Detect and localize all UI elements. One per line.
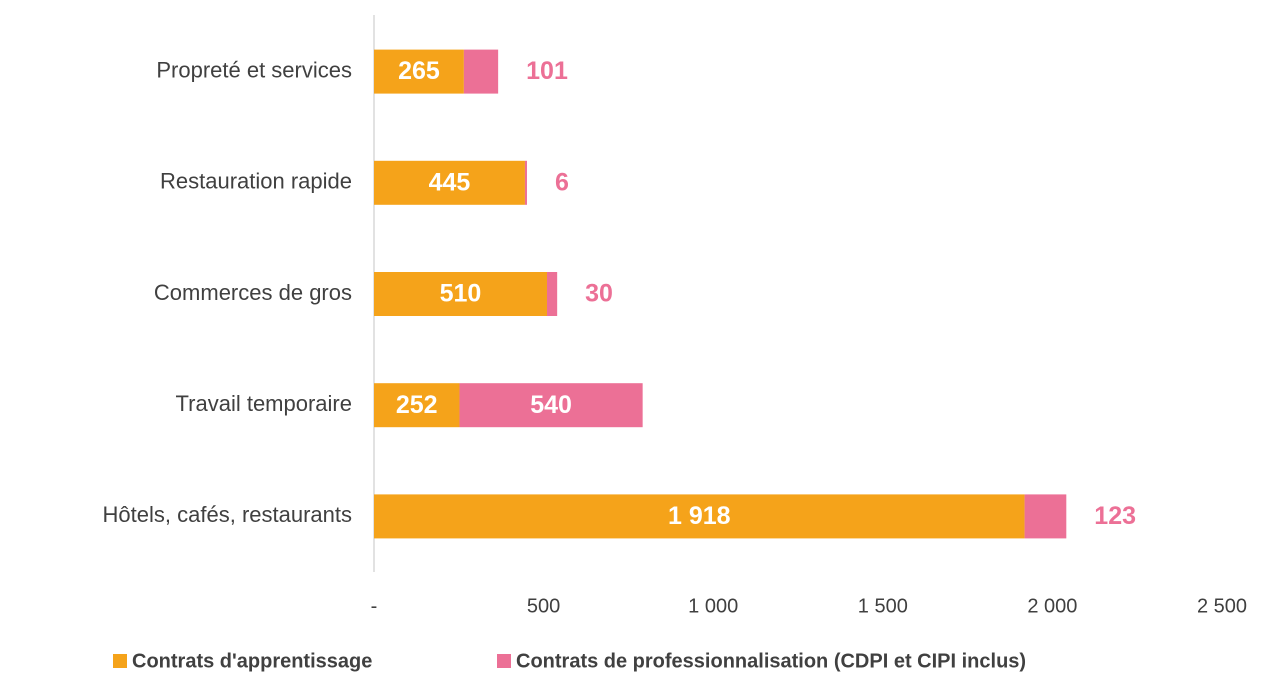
category-label: Propreté et services bbox=[156, 57, 352, 82]
data-label: 1 918 bbox=[668, 502, 731, 530]
legend-swatch bbox=[497, 654, 511, 668]
data-label: 123 bbox=[1094, 502, 1136, 530]
x-tick-label: 1 000 bbox=[688, 595, 738, 617]
legend-label: Contrats de professionnalisation (CDPI e… bbox=[516, 650, 1026, 672]
bar-segment bbox=[463, 49, 499, 94]
data-label: 265 bbox=[398, 57, 440, 85]
x-tick-label: 2 000 bbox=[1027, 595, 1077, 617]
data-label: 510 bbox=[440, 280, 482, 308]
legend-swatch bbox=[113, 654, 127, 668]
category-label: Hôtels, cafés, restaurants bbox=[103, 502, 352, 527]
data-label: 30 bbox=[585, 280, 613, 308]
bar-segment bbox=[374, 49, 464, 94]
bar-segment bbox=[374, 160, 525, 205]
x-tick-label: - bbox=[371, 595, 378, 617]
bar-segment bbox=[524, 160, 527, 205]
x-tick-label: 2 500 bbox=[1197, 595, 1247, 617]
data-label: 445 bbox=[429, 168, 471, 196]
bar-segment bbox=[374, 383, 460, 428]
category-label: Commerces de gros bbox=[154, 280, 352, 305]
legend-label: Contrats d'apprentissage bbox=[132, 650, 372, 672]
category-label: Travail temporaire bbox=[176, 391, 352, 416]
bar-segment bbox=[1024, 494, 1067, 539]
data-label: 252 bbox=[396, 391, 438, 419]
data-label: 101 bbox=[526, 57, 568, 85]
bar-segment bbox=[546, 272, 558, 316]
bar-segment bbox=[374, 272, 547, 316]
data-label: 540 bbox=[530, 391, 572, 419]
category-label: Restauration rapide bbox=[160, 169, 352, 194]
bar-segment bbox=[374, 494, 1025, 539]
x-tick-label: 500 bbox=[527, 595, 560, 617]
x-tick-label: 1 500 bbox=[858, 595, 908, 617]
bar-segment bbox=[459, 383, 643, 428]
data-label: 6 bbox=[555, 168, 569, 196]
